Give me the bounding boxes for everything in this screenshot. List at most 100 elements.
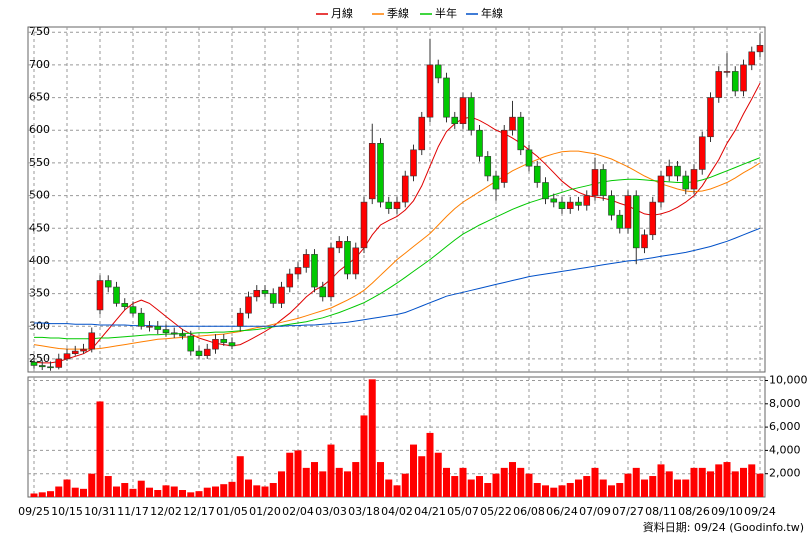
x-tick-label: 01/05 (216, 505, 248, 518)
candle-body (269, 293, 277, 304)
x-tick-label: 10/15 (51, 505, 83, 518)
y-tick-label: 650 (29, 91, 50, 104)
candle-body (723, 71, 731, 73)
legend-label: 年線 (481, 6, 503, 20)
x-tick-label: 06/08 (513, 505, 545, 518)
candle-body (88, 332, 96, 350)
candle-body (352, 247, 360, 275)
candle-body (113, 286, 120, 304)
candle-body (418, 116, 426, 151)
candle-body (311, 254, 318, 288)
y2-tick-label: 2,000 (769, 467, 801, 480)
volume-bar (418, 456, 426, 497)
volume-bar (690, 467, 698, 497)
candle-body (690, 169, 698, 190)
candle-body (187, 335, 195, 352)
volume-bar (401, 473, 409, 497)
volume-bar (591, 467, 599, 497)
x-tick-label: 06/24 (546, 505, 578, 518)
volume-bar (698, 467, 706, 497)
candle-body (459, 97, 467, 125)
volume-bar (459, 467, 467, 497)
volume-bar (352, 462, 360, 497)
candle-body (278, 286, 285, 304)
candle-body (129, 306, 137, 314)
candle-body (137, 312, 145, 327)
volume-bar (311, 462, 318, 497)
candle-body (302, 254, 310, 268)
candle-body (146, 325, 153, 328)
volume-bar (707, 471, 714, 497)
y-tick-label: 350 (29, 287, 50, 300)
volume-bar (360, 415, 368, 497)
y-tick-label: 500 (29, 189, 50, 202)
y-tick-label: 750 (29, 25, 50, 38)
volume-bar (286, 452, 294, 497)
volume-bar (228, 481, 236, 497)
candle-body (715, 71, 723, 98)
candle-body (517, 116, 525, 151)
candle-body (443, 77, 450, 118)
candle-body (748, 51, 756, 66)
candle-body (245, 296, 252, 314)
volume-bar (665, 471, 673, 497)
candle-body (599, 169, 607, 196)
candle-body (492, 175, 500, 190)
x-tick-label: 04/02 (381, 505, 413, 518)
candle-body (740, 64, 747, 92)
candle-body (533, 165, 541, 183)
ma-line (33, 150, 761, 350)
candle-body (385, 201, 393, 209)
volume-bar (137, 480, 145, 497)
x-tick-label: 09/24 (744, 505, 776, 518)
candle-body (566, 201, 574, 209)
x-tick-label: 07/09 (579, 505, 611, 518)
volume-bar (47, 491, 54, 497)
candle-body (509, 116, 516, 131)
x-tick-label: 05/22 (480, 505, 512, 518)
volume-bar (170, 486, 178, 497)
candle-body (525, 149, 533, 167)
volume-bar (500, 467, 508, 497)
candle-body (286, 273, 294, 288)
volume-bar (179, 490, 186, 497)
candle-body (731, 71, 739, 92)
volume-bar (344, 471, 351, 497)
candle-body (47, 366, 54, 369)
volume-bar (731, 471, 739, 497)
volume-bar (575, 479, 582, 497)
volume-bar (533, 483, 541, 497)
candle-body (632, 195, 640, 249)
x-tick-label: 02/04 (282, 505, 314, 518)
footer: 資料日期: 09/24 (Goodinfo.tw) (643, 520, 804, 534)
candle-body (327, 247, 335, 298)
candle-body (236, 312, 244, 327)
x-tick-label: 04/21 (414, 505, 446, 518)
volume-bar (253, 485, 261, 497)
volume-bar (434, 452, 442, 497)
volume-bar (649, 476, 657, 497)
volume-bar (269, 483, 277, 497)
volume-bar (385, 479, 393, 497)
x-tick-label: 12/02 (150, 505, 182, 518)
candle-body (261, 290, 269, 294)
volume-bar (88, 473, 96, 497)
candle-body (484, 156, 492, 177)
x-tick-label: 03/03 (315, 505, 347, 518)
y2-tick-label: 10,000 (769, 373, 808, 386)
candle-body (121, 303, 129, 307)
candle-body (674, 165, 681, 177)
candle-body (591, 169, 599, 196)
volume-bar (104, 476, 112, 497)
volume-bar (38, 492, 46, 497)
candle-body (179, 333, 186, 337)
volume-bar (740, 467, 747, 497)
volume-bar (71, 487, 79, 497)
x-tick-label: 01/20 (249, 505, 281, 518)
candle-body (63, 353, 71, 360)
volume-bar (542, 485, 549, 497)
x-tick-label: 08/11 (645, 505, 677, 518)
candle-body (294, 267, 302, 275)
